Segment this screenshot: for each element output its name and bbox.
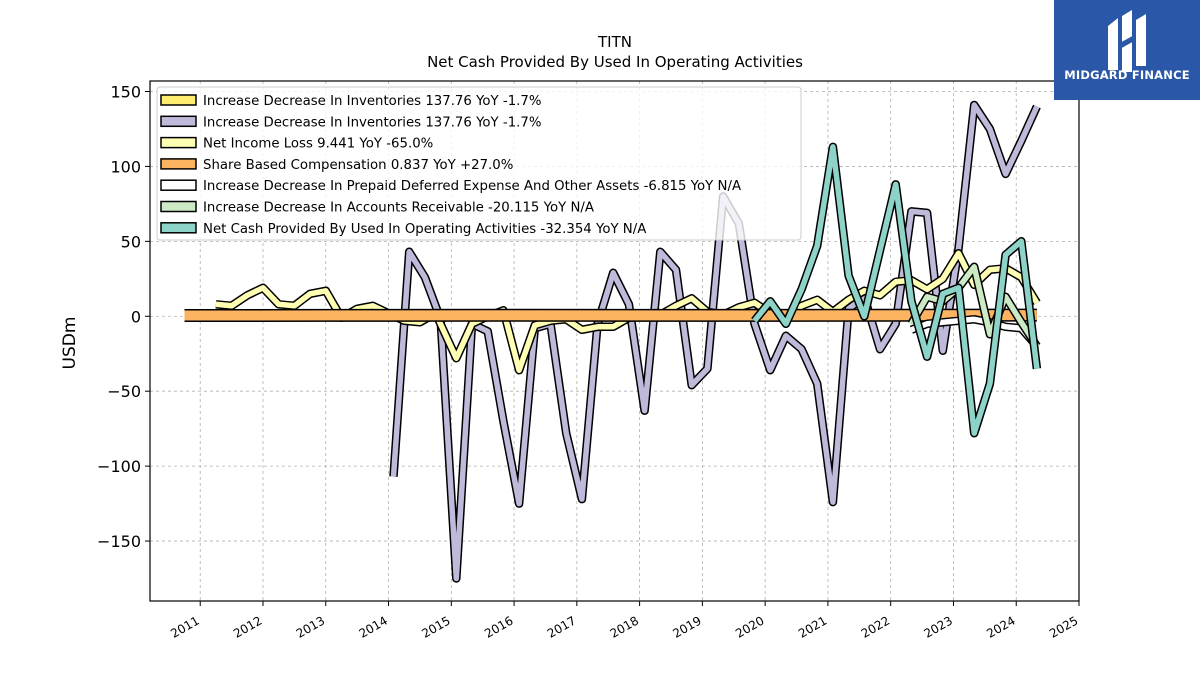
x-tick-label: 2021: [796, 613, 829, 640]
x-tick-label: 2013: [294, 613, 327, 640]
y-tick-label: 100: [110, 157, 141, 176]
y-tick-label: 0: [131, 307, 141, 326]
legend-label: Net Income Loss 9.441 YoY -65.0%: [203, 137, 433, 152]
y-tick-label: −50: [107, 382, 141, 401]
legend-swatch: [160, 200, 197, 213]
y-axis-label: USDm: [60, 317, 80, 370]
x-tick-label: 2017: [545, 613, 578, 640]
series-line-6: [752, 144, 1040, 436]
x-tick-label: 2016: [482, 613, 515, 640]
x-tick-label: 2022: [859, 613, 892, 640]
y-axis: 150 100 50 0 −50 −100 −150: [97, 82, 150, 551]
legend: Increase Decrease In Inventories 137.76 …: [156, 86, 802, 241]
x-tick-label: 2012: [231, 613, 264, 640]
y-tick-label: −100: [97, 457, 141, 476]
legend-label: Increase Decrease In Prepaid Deferred Ex…: [203, 179, 741, 194]
legend-label: Net Cash Provided By Used In Operating A…: [203, 222, 646, 237]
x-tick-label: 2023: [922, 613, 955, 640]
y-tick-label: 50: [121, 232, 141, 251]
x-tick-label: 2019: [670, 613, 703, 640]
x-tick-label: 2011: [168, 613, 201, 640]
legend-swatch: [160, 136, 197, 149]
x-axis: 2011 2012 2013 2014 2015 2016 2017 2018 2019 2020…: [168, 601, 1081, 641]
series-line-5: [909, 264, 1040, 348]
series-layer: [184, 100, 1042, 583]
midgard-finance-logo: MIDGARD FINANCE: [1054, 0, 1200, 100]
x-tick-label: 2018: [608, 613, 641, 640]
legend-swatch: [160, 115, 197, 128]
legend-label: Share Based Compensation 0.837 YoY +27.0…: [203, 158, 513, 173]
x-tick-label: 2025: [1047, 613, 1080, 640]
x-tick-label: 2014: [357, 613, 390, 640]
logo-mark-icon: [1108, 10, 1146, 72]
x-tick-label: 2015: [419, 613, 452, 640]
legend-swatch: [160, 179, 197, 191]
legend-label: Increase Decrease In Inventories 137.76 …: [203, 115, 542, 130]
legend-swatch: [160, 158, 197, 170]
legend-box: [156, 86, 802, 241]
legend-label: Increase Decrease In Accounts Receivable…: [203, 201, 594, 216]
chart-title: TITN: [597, 33, 632, 51]
logo-text: MIDGARD FINANCE: [1064, 68, 1190, 82]
chart-subtitle: Net Cash Provided By Used In Operating A…: [427, 53, 803, 71]
series-line-1: [390, 102, 1040, 582]
legend-swatch: [160, 94, 197, 106]
legend-swatch: [160, 222, 197, 234]
x-tick-label: 2024: [984, 613, 1017, 640]
plot-frame: [149, 80, 1080, 602]
legend-label: Increase Decrease In Inventories 137.76 …: [203, 94, 542, 109]
y-tick-label: −150: [97, 532, 141, 551]
y-tick-label: 150: [110, 82, 141, 101]
x-tick-label: 2020: [733, 613, 766, 640]
